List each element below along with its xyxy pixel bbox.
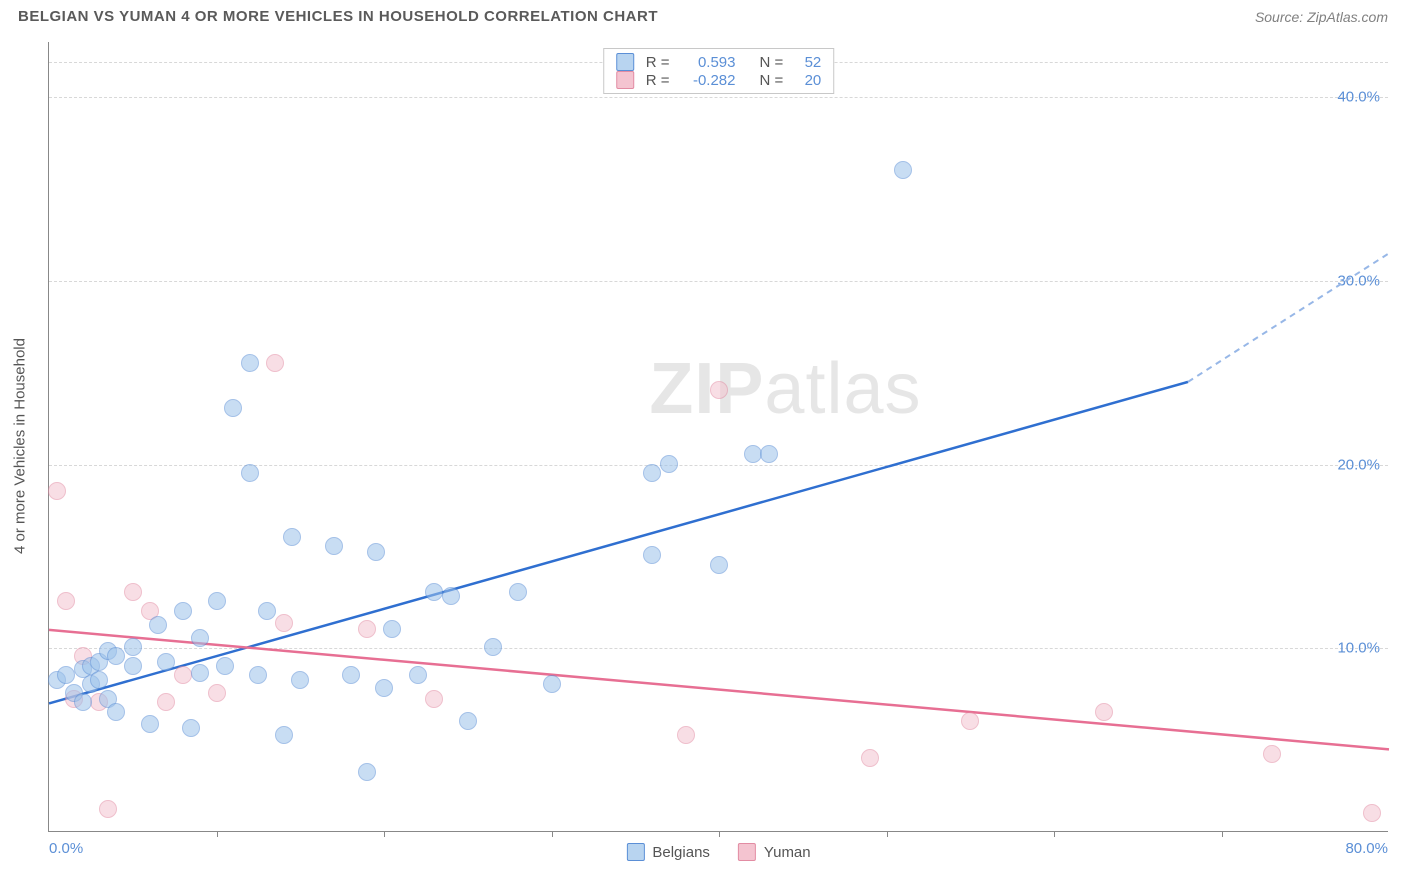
value-n-pink: 20 [793,72,821,89]
scatter-point [99,800,117,818]
scatter-point [107,647,125,665]
scatter-point [425,583,443,601]
scatter-point [107,703,125,721]
scatter-point [1363,804,1381,822]
scatter-point [241,354,259,372]
scatter-point [283,528,301,546]
value-r-pink: -0.282 [680,72,736,89]
scatter-point [191,629,209,647]
scatter-point [74,693,92,711]
scatter-point [249,666,267,684]
scatter-point [342,666,360,684]
scatter-point [141,715,159,733]
scatter-point [760,445,778,463]
series-legend: Belgians Yuman [626,843,810,861]
scatter-point [861,749,879,767]
legend-label-blue: Belgians [652,844,710,861]
scatter-point [174,602,192,620]
scatter-point [677,726,695,744]
scatter-point [124,638,142,656]
x-tick [1222,831,1223,837]
scatter-point [208,684,226,702]
scatter-point [258,602,276,620]
scatter-point [174,666,192,684]
scatter-point [149,616,167,634]
label-r: R = [646,54,670,71]
swatch-pink-icon [616,71,634,89]
x-tick [1054,831,1055,837]
swatch-blue-icon [616,53,634,71]
y-axis-title: 4 or more Vehicles in Household [12,338,29,554]
swatch-pink-icon [738,843,756,861]
scatter-point [367,543,385,561]
x-tick [384,831,385,837]
scatter-point [266,354,284,372]
scatter-point [459,712,477,730]
x-tick [719,831,720,837]
scatter-point [484,638,502,656]
x-axis-label-left: 0.0% [49,840,83,857]
scatter-point [710,556,728,574]
scatter-point [157,693,175,711]
stats-legend: R = 0.593 N = 52 R = -0.282 N = 20 [603,48,835,94]
scatter-point [124,583,142,601]
legend-item-pink: Yuman [738,843,811,861]
scatter-point [182,719,200,737]
scatter-point [90,671,108,689]
label-n: N = [760,72,784,89]
scatter-point [1263,745,1281,763]
x-axis-label-right: 80.0% [1345,840,1388,857]
scatter-point [191,664,209,682]
scatter-point [383,620,401,638]
stats-row-blue: R = 0.593 N = 52 [616,53,822,71]
scatter-point [57,666,75,684]
legend-label-pink: Yuman [764,844,811,861]
scatter-point [543,675,561,693]
chart-plot-area: ZIPatlas 10.0%20.0%30.0%40.0% R = 0.593 … [48,42,1388,832]
scatter-point [409,666,427,684]
scatter-point [358,763,376,781]
scatter-point [643,464,661,482]
scatter-point [325,537,343,555]
scatter-point [425,690,443,708]
label-n: N = [760,54,784,71]
scatter-point [358,620,376,638]
scatter-point [643,546,661,564]
scatter-point [1095,703,1113,721]
chart-header: BELGIAN VS YUMAN 4 OR MORE VEHICLES IN H… [0,0,1406,33]
scatter-point [124,657,142,675]
scatter-point [241,464,259,482]
trend-lines [49,42,1388,831]
scatter-point [224,399,242,417]
scatter-point [275,614,293,632]
x-tick [887,831,888,837]
label-r: R = [646,72,670,89]
scatter-point [509,583,527,601]
scatter-point [208,592,226,610]
scatter-point [157,653,175,671]
scatter-point [961,712,979,730]
scatter-point [291,671,309,689]
swatch-blue-icon [626,843,644,861]
scatter-point [744,445,762,463]
scatter-point [216,657,234,675]
scatter-point [57,592,75,610]
stats-row-pink: R = -0.282 N = 20 [616,71,822,89]
scatter-point [442,587,460,605]
scatter-point [275,726,293,744]
value-r-blue: 0.593 [680,54,736,71]
x-tick [552,831,553,837]
source-attribution: Source: ZipAtlas.com [1255,9,1388,25]
scatter-point [710,381,728,399]
x-tick [217,831,218,837]
scatter-point [894,161,912,179]
scatter-point [375,679,393,697]
scatter-point [660,455,678,473]
legend-item-blue: Belgians [626,843,710,861]
scatter-point [48,482,66,500]
value-n-blue: 52 [793,54,821,71]
chart-title: BELGIAN VS YUMAN 4 OR MORE VEHICLES IN H… [18,8,658,25]
